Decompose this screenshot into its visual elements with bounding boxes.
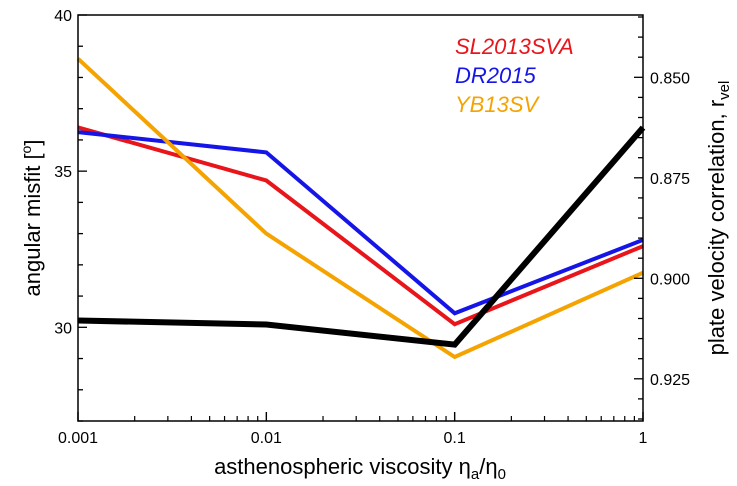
series-line-yb13sv — [76, 57, 644, 360]
legend-entry-sl2013sva: SL2013SVA — [455, 34, 574, 59]
y2-tick-label: 0.875 — [650, 171, 690, 188]
x-tick-label: 0.01 — [251, 430, 282, 447]
x-tick-label: 1 — [639, 430, 648, 447]
series-line-sl2013sva — [77, 125, 644, 327]
y-axis-right: 0.850 0.875 0.900 0.925 — [634, 16, 690, 420]
legend-entry-dr2015: DR2015 — [455, 63, 536, 88]
y-axis-left: 30 35 40 — [54, 8, 87, 422]
y-tick-label: 40 — [54, 8, 72, 25]
series-layer — [76, 57, 646, 360]
x-axis: 0.001 0.01 0.1 1 — [58, 412, 648, 447]
y2-tick-label: 0.900 — [650, 271, 690, 288]
y-axis-title-right: plate velocity correlation, rvel — [704, 81, 733, 356]
series-line-velocity-correlation — [77, 125, 646, 348]
series-line-dr2015 — [77, 130, 644, 316]
x-tick-label: 0.1 — [444, 430, 466, 447]
y2-tick-label: 0.925 — [650, 372, 690, 389]
y-axis-title-left: angular misfit [o] — [18, 140, 45, 297]
legend-entry-yb13sv: YB13SV — [455, 92, 540, 117]
x-axis-title: asthenospheric viscosity ηa/η0 — [214, 454, 506, 483]
plot-frame — [77, 14, 644, 422]
legend: SL2013SVA DR2015 YB13SV — [455, 34, 574, 117]
x-tick-label: 0.001 — [58, 430, 98, 447]
y-tick-label: 35 — [54, 164, 72, 181]
y-tick-label: 30 — [54, 320, 72, 337]
y2-tick-label: 0.850 — [650, 70, 690, 87]
